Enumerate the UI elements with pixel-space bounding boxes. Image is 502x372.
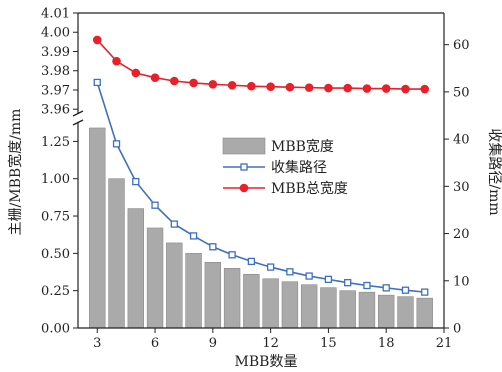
point-total-width <box>112 56 121 66</box>
y-axis-left-title: 主栅/MBB宽度/mm <box>7 109 24 236</box>
y-left-tick-label: 0.00 <box>41 322 70 337</box>
point-total-width <box>227 80 237 90</box>
y-left-upper-tick-label: 3.99 <box>41 45 70 60</box>
point-collection-path <box>324 275 333 284</box>
bar-mbb-width <box>127 208 144 329</box>
bar-mbb-width <box>89 127 106 329</box>
bar-mbb-width <box>223 267 241 329</box>
y-left-upper-tick-label: 3.96 <box>41 103 70 118</box>
y-left-tick-label: 1.25 <box>41 135 70 150</box>
y-left-upper-tick-label: 3.98 <box>41 64 70 79</box>
legend-label-collection-path: 收集路径 <box>271 159 327 176</box>
point-total-width <box>285 82 295 92</box>
point-total-width <box>92 35 102 45</box>
x-tick-label: 6 <box>151 336 159 351</box>
y-left-tick-label: 1.00 <box>41 172 70 187</box>
y-left-tick-label: 0.25 <box>41 284 70 299</box>
x-tick-label: 3 <box>93 336 101 351</box>
bar-mbb-width <box>358 291 376 329</box>
y-left-tick-label: 0.75 <box>41 210 70 225</box>
point-collection-path <box>209 243 217 251</box>
legend-label-total-width: MBB总宽度 <box>271 180 348 197</box>
legend-marker-total-width <box>239 183 249 193</box>
legend-label-mbb-width: MBB宽度 <box>271 138 334 155</box>
bar-mbb-width <box>166 242 183 329</box>
point-collection-path <box>170 220 178 228</box>
y-right-tick-label: 40 <box>453 133 470 148</box>
y-right-tick-label: 50 <box>453 85 470 100</box>
bar-mbb-width <box>108 178 125 329</box>
bar-mbb-width <box>339 290 356 329</box>
point-collection-path <box>266 263 275 271</box>
axis-break-mark <box>72 119 84 126</box>
point-collection-path <box>401 286 410 294</box>
point-total-width <box>266 82 275 91</box>
point-collection-path <box>151 201 159 209</box>
legend-swatch-mbb-width <box>222 137 266 155</box>
point-collection-path <box>382 284 390 292</box>
point-total-width <box>189 78 198 88</box>
point-collection-path <box>189 232 198 240</box>
bar-mbb-width <box>281 281 299 329</box>
point-total-width <box>304 83 314 92</box>
bar-mbb-width <box>185 253 202 329</box>
axes: 3 6 9 12 15 18 21 0.00 0.25 0.50 0.75 1.00 1.25 3.96 3… <box>41 7 470 352</box>
point-total-width <box>247 81 256 91</box>
plot-area <box>89 35 433 329</box>
x-tick-label: 15 <box>320 336 337 351</box>
point-total-width <box>208 80 218 89</box>
bar-mbb-width <box>243 273 260 329</box>
point-total-width <box>420 84 430 94</box>
point-total-width <box>362 84 372 93</box>
y-left-upper-tick-label: 3.97 <box>41 83 70 98</box>
y-right-tick-label: 0 <box>453 322 461 337</box>
y-left-upper-tick-label: 4.01 <box>41 7 70 22</box>
point-collection-path <box>421 288 429 296</box>
point-collection-path <box>132 177 140 186</box>
point-collection-path <box>93 78 101 87</box>
y-right-tick-label: 10 <box>453 274 470 289</box>
point-collection-path <box>363 281 371 290</box>
point-total-width <box>381 84 391 93</box>
y-left-tick-label: 0.50 <box>41 247 70 262</box>
x-tick-label: 21 <box>436 336 453 351</box>
y-right-tick-label: 20 <box>453 227 470 242</box>
y-left-upper-tick-label: 4.00 <box>41 26 70 41</box>
legend-marker-collection-path <box>240 163 248 171</box>
bar-mbb-width <box>397 296 414 329</box>
y-right-tick-label: 60 <box>453 38 470 53</box>
y-right-tick-label: 30 <box>453 180 470 195</box>
x-tick-label: 9 <box>209 336 217 351</box>
x-tick-label: 12 <box>262 336 279 351</box>
bar-mbb-width <box>146 227 164 329</box>
point-total-width <box>401 84 410 94</box>
point-collection-path <box>228 251 236 259</box>
x-axis-title: MBB数量 <box>235 354 298 370</box>
point-collection-path <box>286 268 294 276</box>
point-total-width <box>170 76 179 86</box>
point-collection-path <box>247 257 256 266</box>
bar-mbb-width <box>204 262 222 329</box>
point-total-width <box>343 83 352 93</box>
bar-mbb-width <box>320 287 337 329</box>
x-tick-label: 18 <box>378 336 395 351</box>
bar-mbb-width <box>262 278 279 329</box>
point-collection-path <box>344 279 352 287</box>
series-line-total-width <box>96 39 425 90</box>
bar-mbb-width <box>416 297 433 329</box>
point-collection-path <box>305 272 313 280</box>
point-collection-path <box>112 140 121 148</box>
axis-break-mark <box>72 110 84 117</box>
point-total-width <box>324 83 333 93</box>
y-axis-right-title: 收集路径/mm <box>486 128 502 215</box>
bar-mbb-width <box>300 284 318 329</box>
point-total-width <box>150 73 160 82</box>
point-total-width <box>131 68 141 78</box>
bar-mbb-width <box>378 294 395 329</box>
